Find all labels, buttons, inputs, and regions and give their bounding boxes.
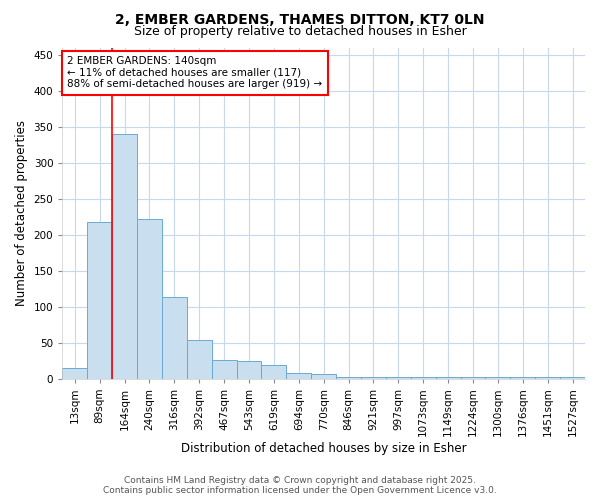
Text: Contains HM Land Registry data © Crown copyright and database right 2025.
Contai: Contains HM Land Registry data © Crown c… — [103, 476, 497, 495]
X-axis label: Distribution of detached houses by size in Esher: Distribution of detached houses by size … — [181, 442, 466, 455]
Bar — [461, 377, 485, 378]
Bar — [386, 377, 411, 378]
Bar — [236, 360, 262, 378]
Bar — [286, 373, 311, 378]
Bar — [187, 340, 212, 378]
Bar — [262, 365, 286, 378]
Bar — [511, 377, 535, 378]
Bar — [62, 368, 87, 378]
Text: 2, EMBER GARDENS, THAMES DITTON, KT7 0LN: 2, EMBER GARDENS, THAMES DITTON, KT7 0LN — [115, 12, 485, 26]
Text: 2 EMBER GARDENS: 140sqm
← 11% of detached houses are smaller (117)
88% of semi-d: 2 EMBER GARDENS: 140sqm ← 11% of detache… — [67, 56, 322, 90]
Bar — [212, 360, 236, 378]
Text: Size of property relative to detached houses in Esher: Size of property relative to detached ho… — [134, 25, 466, 38]
Bar — [137, 219, 162, 378]
Bar — [436, 377, 461, 378]
Bar — [336, 376, 361, 378]
Bar — [361, 377, 386, 378]
Bar — [87, 222, 112, 378]
Bar — [535, 377, 560, 378]
Bar — [411, 377, 436, 378]
Bar — [162, 298, 187, 378]
Y-axis label: Number of detached properties: Number of detached properties — [15, 120, 28, 306]
Bar — [311, 374, 336, 378]
Bar — [112, 134, 137, 378]
Bar — [560, 377, 585, 378]
Bar — [485, 377, 511, 378]
